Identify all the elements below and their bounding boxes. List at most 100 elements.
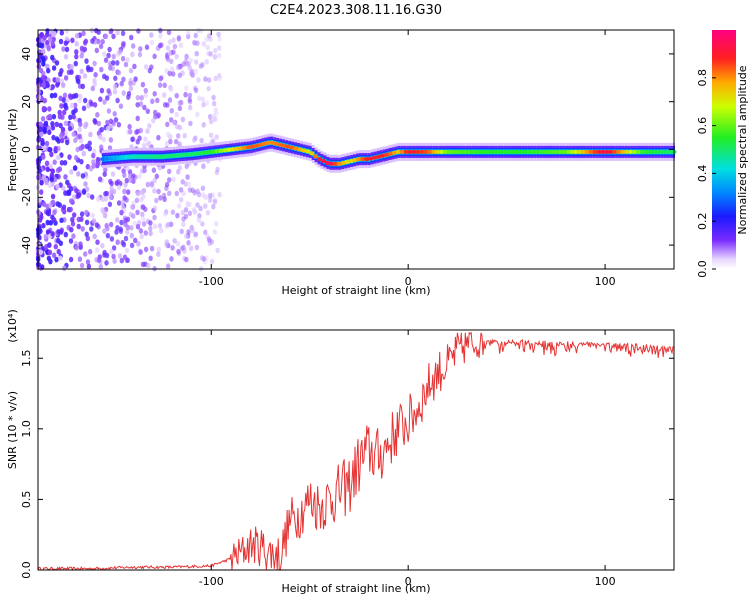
spectrogram-noise-speck [169,256,174,262]
spectrogram-noise-speck [140,189,145,195]
spectrogram-noise-speck [195,40,200,46]
spectrogram-ridge-core [198,151,204,156]
spectrogram-ridge-core [395,149,401,154]
spectrogram-noise-speck [207,33,212,39]
spectrogram-noise-speck [88,248,93,255]
spectrogram-ridge-core [191,152,197,156]
spectrogram-noise-speck [175,241,181,247]
spectrogram-noise-speck [73,137,78,144]
spectrogram-noise-speck [130,51,135,58]
spectrogram-noise-speck [36,89,41,95]
spectrogram-noise-speck [135,209,140,216]
spectrogram-noise-speck [196,77,201,83]
spectrogram-noise-speck [68,206,73,213]
spectrogram-ridge-core [269,140,275,145]
spectrogram-noise-speck [117,253,123,259]
spectrogram-noise-speck [42,97,47,104]
spectrogram-noise-speck [69,226,74,233]
spectrogram-noise-speck [36,94,42,100]
spectrogram-ridge-core [293,146,299,151]
spectrogram-ridge-core [561,149,567,154]
spectrogram-noise-speck [162,82,167,89]
spectrogram-noise-speck [100,38,105,45]
spectrogram-noise-speck [99,66,104,73]
spectrogram-noise-speck [138,46,143,52]
spectrogram-noise-speck [141,216,146,222]
spectrogram-noise-speck [198,205,203,212]
spectrogram-noise-speck [152,91,157,97]
snr-panel: -100 0 100 0.0 0.5 1.0 1.5 Height of straight… [6,309,675,595]
spectrogram-noise-speck [207,240,212,247]
spectrogram-ridge-core [450,149,457,154]
spectrogram-noise-speck [208,132,214,138]
spectrogram-noise-speck [68,238,74,244]
spectrogram-noise-speck [102,249,107,256]
spectrogram-ridge-core [127,154,134,159]
spectrogram-ridge-core [309,151,315,156]
spectrogram-ridge-core [387,151,394,156]
spectrogram-noise-speck [156,134,161,141]
spectrogram-noise-speck [145,128,150,134]
spectrogram-ridge-core [155,154,161,159]
spectrogram-ridge-core [352,158,358,162]
spectrogram-noise-speck [155,97,160,104]
spectrogram-noise-speck [102,99,107,105]
spectrogram-noise-speck [85,186,90,192]
colorbar-tick-label: 0.8 [696,69,709,87]
spectrogram-ridge-core [576,149,583,154]
spectrogram-noise-speck [176,34,181,41]
spectrogram-noise-speck [178,187,184,193]
spectrogram-noise-speck [107,46,112,53]
spectrogram-noise-speck [45,39,50,46]
spectrogram-noise-speck [213,107,218,113]
spectrogram-noise-speck [200,185,206,192]
spectrogram-noise-speck [67,154,72,160]
spectrogram-noise-speck [205,210,211,216]
spectrogram-noise-speck [46,255,52,262]
spectrogram-noise-speck [64,105,69,111]
spectrogram-panel: -100 0 100 -40 -20 0 20 40 Height of straight … [6,27,677,297]
spectrogram-noise-speck [217,52,222,59]
spectrogram-noise-speck [180,209,185,216]
spectrogram-noise-speck [45,166,50,173]
spectrogram-noise-speck [163,211,168,217]
spectrogram-noise-speck [200,221,205,227]
spectrogram-noise-speck [89,226,94,232]
spectrogram-x-tick-label: 100 [595,275,616,288]
spectrogram-noise-speck [143,92,148,99]
spectrogram-ridge-core [529,149,535,154]
spectrogram-noise-speck [109,180,114,187]
spectrogram-noise-speck [45,63,50,70]
spectrogram-noise-speck [134,197,140,204]
spectrogram-ridge-core [431,149,437,154]
spectrogram-noise-speck [42,35,47,41]
spectrogram-noise-speck [196,217,202,223]
spectrogram-noise-speck [104,75,110,81]
spectrogram-noise-speck [83,181,88,187]
spectrogram-noise-speck [44,177,49,184]
spectrogram-noise-speck [38,249,44,255]
spectrogram-noise-speck [74,245,79,251]
spectrogram-noise-speck [143,136,148,142]
spectrogram-noise-speck [81,105,87,112]
spectrogram-noise-speck [204,100,210,107]
spectrogram-ridge-core [383,152,390,157]
spectrogram-noise-speck [206,85,211,92]
spectrogram-noise-speck [63,231,68,238]
spectrogram-noise-speck [116,200,122,206]
spectrogram-noise-speck [84,209,89,216]
spectrogram-noise-speck [43,120,49,127]
spectrogram-noise-speck [125,257,130,264]
spectrogram-noise-speck [171,49,176,55]
spectrogram-noise-speck [156,112,161,118]
spectrogram-noise-speck [54,60,60,66]
spectrogram-noise-speck [57,109,62,116]
colorbar-ticks: 0.0 0.2 0.4 0.6 0.8 [696,69,716,278]
colorbar-label: Normalized spectral amplitude [736,65,749,234]
spectrogram-noise-speck [91,152,96,159]
spectrogram-noise-speck [59,132,64,139]
spectrogram-noise-speck [78,121,83,127]
spectrogram-noise-speck [62,92,68,99]
spectrogram-noise-speck [54,121,59,128]
spectrogram-noise-speck [128,177,133,183]
